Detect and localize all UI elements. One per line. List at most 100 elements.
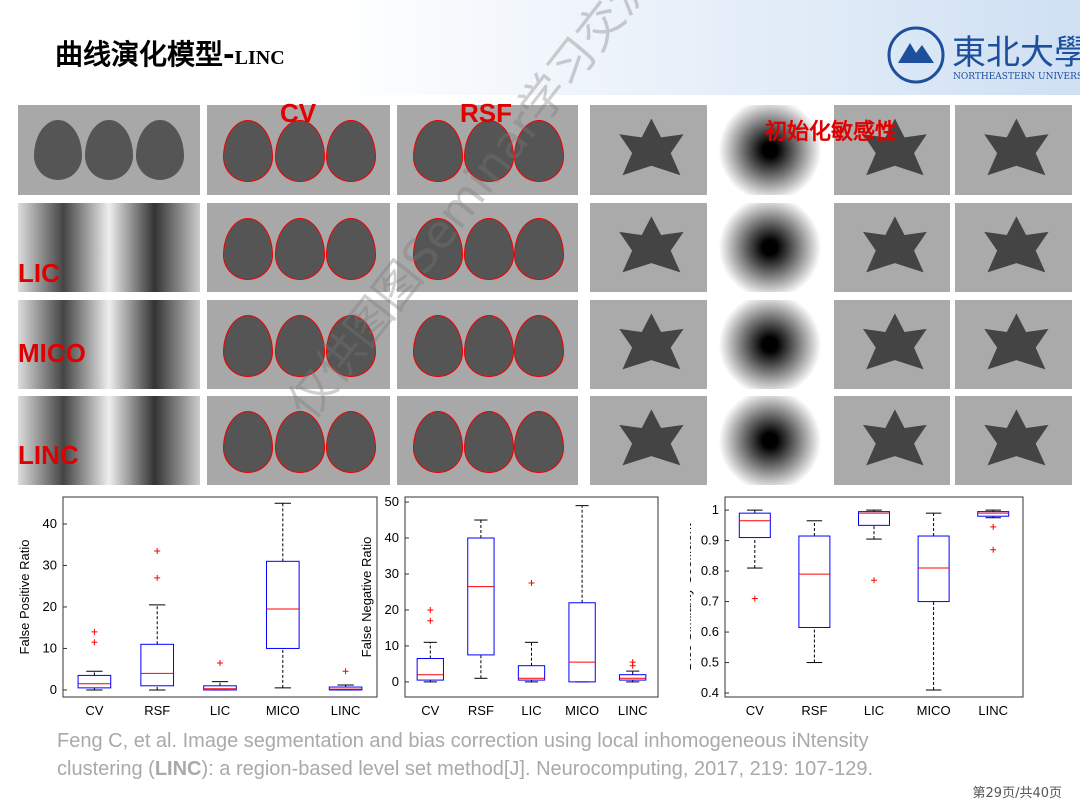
segmentation-image <box>834 105 950 195</box>
plot-frame <box>62 496 378 698</box>
box <box>77 674 112 689</box>
outlier <box>91 628 98 635</box>
y-tick-label: 50 <box>385 494 399 509</box>
label-cv: CV <box>280 98 317 128</box>
label-rsf: RSF <box>460 98 512 128</box>
x-tick-label: RSF <box>801 703 827 718</box>
x-tick-label: CV <box>85 703 103 718</box>
header-bar <box>0 0 1080 95</box>
outlier <box>427 606 434 613</box>
y-tick-label: 40 <box>43 516 57 531</box>
segmentation-image <box>18 396 200 485</box>
label-mico: MICO <box>18 338 86 368</box>
y-tick-label: 30 <box>385 566 399 581</box>
y-axis-label: Dice Similarity Coefficient <box>690 523 694 671</box>
x-tick-label: LIC <box>210 703 230 718</box>
segmentation-image <box>834 300 950 389</box>
segmentation-image <box>18 300 200 389</box>
logo-name: 東北大學 <box>952 33 1080 73</box>
x-tick-label: LINC <box>618 703 648 718</box>
box <box>977 511 1010 517</box>
label-lic: LIC <box>18 258 60 288</box>
segmentation-image <box>207 396 390 485</box>
outlier <box>154 547 161 554</box>
segmentation-image <box>207 300 390 389</box>
citation-text: ): a region-based level set method[J]. N… <box>201 758 874 780</box>
y-tick-label: 0 <box>392 674 399 689</box>
title: 曲线演化模型-LINC <box>55 33 285 73</box>
y-tick-label: 40 <box>385 530 399 545</box>
citation-bold: LINC <box>154 758 202 780</box>
outlier <box>427 617 434 624</box>
segmentation-image <box>955 300 1072 389</box>
segmentation-image <box>207 203 390 292</box>
box <box>140 643 175 687</box>
outlier <box>990 546 997 553</box>
segmentation-image <box>18 203 200 292</box>
box <box>568 602 596 683</box>
chart: 0.4 0.5 0.6 0.7 0.8 0.9 1 Dice Similarity Coeff… <box>690 496 1024 718</box>
logo-subtitle: NORTHEASTERN UNIVERSITY <box>953 72 1080 82</box>
box <box>416 658 444 681</box>
outlier <box>528 579 535 586</box>
outlier <box>629 659 636 666</box>
outlier <box>154 574 161 581</box>
segmentation-image <box>712 105 828 195</box>
plot-frame <box>404 496 659 698</box>
x-tick-label: LIC <box>864 703 884 718</box>
box <box>738 512 771 539</box>
y-tick-label: 30 <box>43 557 57 572</box>
y-tick-label: 0.6 <box>701 624 719 639</box>
label-init: 初始化敏感性 <box>765 119 898 144</box>
y-tick-label: 0.8 <box>701 563 719 578</box>
outlier <box>91 639 98 646</box>
box <box>328 686 363 691</box>
x-tick-label: LIC <box>521 703 541 718</box>
x-tick-label: RSF <box>468 703 494 718</box>
outlier <box>751 595 758 602</box>
box <box>467 537 495 656</box>
box <box>265 560 300 649</box>
box <box>798 535 831 628</box>
segmentation-image <box>18 105 200 195</box>
x-tick-label: RSF <box>144 703 170 718</box>
outlier <box>871 577 877 584</box>
segmentation-image <box>590 203 707 292</box>
segmentation-image <box>590 105 707 195</box>
citation-line: Feng C, et al. Image segmentation and bi… <box>57 730 869 752</box>
segmentation-image <box>955 396 1072 485</box>
chart: 0 10 20 30 40 False Positive Ratio CV RSF LIC MIC… <box>17 496 378 718</box>
y-tick-label: 0.5 <box>701 655 719 670</box>
citation-line: clustering (LINC): a region-based level … <box>57 758 873 781</box>
outlier <box>990 523 997 530</box>
y-tick-label: 0.4 <box>701 685 719 700</box>
x-tick-label: LINC <box>978 703 1008 718</box>
y-tick-label: 10 <box>43 640 57 655</box>
box <box>203 685 237 691</box>
y-tick-label: 20 <box>385 602 399 617</box>
y-tick-label: 1 <box>712 502 719 517</box>
segmentation-image <box>834 396 950 485</box>
y-tick-label: 0.9 <box>701 533 719 548</box>
segmentation-image <box>590 300 707 389</box>
y-axis-label: False Positive Ratio <box>17 540 32 655</box>
outlier <box>342 668 349 675</box>
segmentation-image <box>397 105 578 195</box>
segmentation-image <box>712 300 828 389</box>
plot-frame <box>724 496 1024 698</box>
y-tick-label: 20 <box>43 599 57 614</box>
segmentation-image <box>955 105 1072 195</box>
x-tick-label: MICO <box>917 703 951 718</box>
x-tick-label: MICO <box>266 703 300 718</box>
title-text: 曲线演化模型- <box>55 38 235 71</box>
outlier <box>217 659 223 666</box>
segmentation-image <box>834 203 950 292</box>
segmentation-image <box>207 105 390 195</box>
segmentation-image <box>712 396 828 485</box>
y-tick-label: 10 <box>385 638 399 653</box>
box <box>917 535 950 603</box>
citation-text: clustering ( <box>57 758 155 780</box>
x-tick-label: LINC <box>331 703 361 718</box>
title-sub: LINC <box>234 47 285 69</box>
